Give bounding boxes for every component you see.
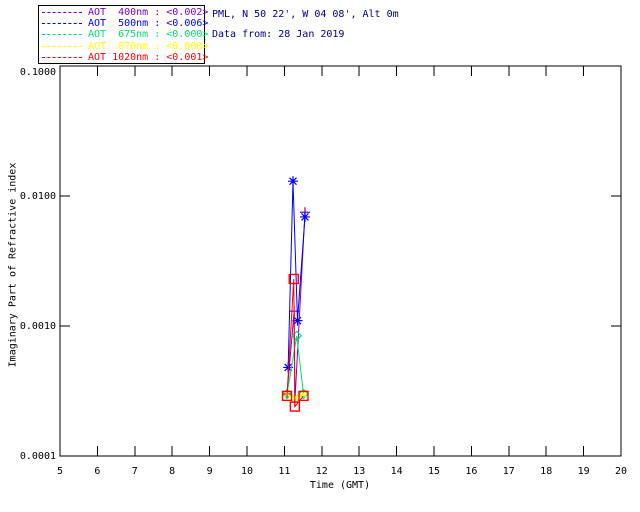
y-tick-label: 0.1000 xyxy=(20,67,56,78)
x-tick-label: 10 xyxy=(241,466,253,477)
x-tick-label: 18 xyxy=(540,466,552,477)
legend-line-sample xyxy=(42,34,82,36)
x-axis-label: Time (GMT) xyxy=(309,480,371,491)
series-400nm xyxy=(282,207,310,408)
legend-item-500nm: AOT 500nm : <0.006> xyxy=(39,18,208,29)
x-tick-label: 6 xyxy=(94,466,100,477)
asterisk-marker-icon xyxy=(292,315,303,326)
legend-item-1020nm: AOT 1020nm : <0.001> xyxy=(39,52,208,63)
legend-line-sample xyxy=(42,23,82,25)
legend-label: AOT 400nm : <0.002> xyxy=(88,7,209,19)
diamond-marker-icon xyxy=(298,388,309,400)
x-tick-label: 15 xyxy=(428,466,440,477)
diamond-marker-icon xyxy=(281,388,293,400)
y-tick-label: 0.0001 xyxy=(20,451,56,462)
x-tick-label: 19 xyxy=(578,466,590,477)
series-line xyxy=(286,278,304,408)
x-tick-label: 9 xyxy=(207,466,213,477)
x-tick-label: 14 xyxy=(391,466,403,477)
x-tick-label: 20 xyxy=(615,466,627,477)
asterisk-marker-icon xyxy=(283,362,294,373)
legend-label: AOT 500nm : <0.006> xyxy=(88,18,209,30)
square-marker-icon xyxy=(281,390,293,402)
site-header: PML, N 50 22', W 04 08', Alt 0m xyxy=(212,9,399,20)
x-tick-label: 12 xyxy=(316,466,328,477)
x-tick-label: 8 xyxy=(169,466,175,477)
legend-label: AOT 870nm : <0.000> xyxy=(88,40,209,52)
x-tick-label: 13 xyxy=(353,466,365,477)
legend-label: AOT 675nm : <0.000> xyxy=(88,29,209,41)
legend-line-sample xyxy=(42,12,82,14)
series-line xyxy=(286,335,304,395)
x-tick-label: 11 xyxy=(278,466,290,477)
legend: AOT 400nm : <0.002> AOT 500nm : <0.006> AO… xyxy=(38,5,208,64)
legend-item-400nm: AOT 400nm : <0.002> xyxy=(39,7,208,18)
y-tick-label: 0.0010 xyxy=(20,321,56,332)
y-tick-label: 0.0100 xyxy=(20,191,56,202)
x-tick-label: 17 xyxy=(503,466,515,477)
x-tick-label: 7 xyxy=(132,466,138,477)
legend-line-sample xyxy=(42,56,82,58)
square-marker-icon xyxy=(298,390,309,402)
asterisk-marker-icon xyxy=(288,176,299,187)
x-axis-ticks: 5 6 7 8 9 10 11 12 13 14 15 16 17 18 19 20 xyxy=(57,66,627,477)
square-marker-icon xyxy=(289,401,301,412)
square-marker-icon xyxy=(288,273,299,285)
asterisk-marker-icon xyxy=(299,211,310,222)
legend-line-sample xyxy=(42,45,82,47)
legend-label: AOT 1020nm : <0.001> xyxy=(88,51,209,63)
legend-item-870nm: AOT 870nm : <0.000> xyxy=(39,41,208,52)
y-axis-ticks: 0.1000 0.0100 0.0010 0.0001 xyxy=(20,65,621,462)
legend-item-675nm: AOT 675nm : <0.000> xyxy=(39,29,208,40)
series-1020nm xyxy=(281,273,309,412)
x-tick-label: 16 xyxy=(465,466,477,477)
y-axis-label: Imaginary Part of Refractive index xyxy=(7,162,19,368)
plot-frame xyxy=(59,65,622,457)
x-tick-label: 5 xyxy=(57,466,63,477)
date-header: Data from: 28 Jan 2019 xyxy=(212,29,345,40)
